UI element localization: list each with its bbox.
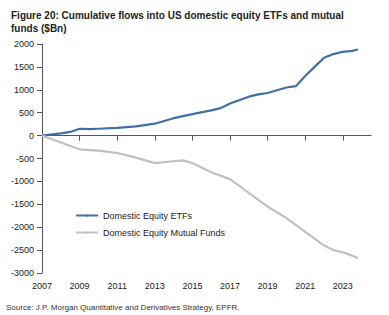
svg-text:Source: J.P. Morgan Quantitati: Source: J.P. Morgan Quantitative and Der… — [6, 303, 240, 312]
svg-text:Figure 20: Cumulative flows in: Figure 20: Cumulative flows into US dome… — [11, 10, 347, 21]
svg-text:2000: 2000 — [14, 39, 34, 49]
svg-text:2017: 2017 — [220, 281, 240, 291]
svg-text:1500: 1500 — [14, 62, 34, 72]
svg-text:1000: 1000 — [14, 85, 34, 95]
svg-text:2023: 2023 — [333, 281, 353, 291]
svg-text:funds ($Bn): funds ($Bn) — [11, 23, 67, 34]
svg-text:-2000: -2000 — [11, 222, 34, 232]
svg-text:2007: 2007 — [32, 281, 52, 291]
svg-text:-3000: -3000 — [11, 268, 34, 278]
svg-text:2009: 2009 — [70, 281, 90, 291]
svg-text:0: 0 — [29, 131, 34, 141]
svg-text:2013: 2013 — [145, 281, 165, 291]
svg-text:-1000: -1000 — [11, 176, 34, 186]
svg-text:2011: 2011 — [108, 281, 127, 291]
svg-text:500: 500 — [19, 108, 34, 118]
svg-text:-2500: -2500 — [11, 245, 34, 255]
svg-text:Domestic Equity ETFs: Domestic Equity ETFs — [103, 211, 193, 221]
svg-text:-500: -500 — [16, 154, 34, 164]
svg-text:2015: 2015 — [182, 281, 202, 291]
svg-text:2021: 2021 — [295, 281, 315, 291]
svg-text:2019: 2019 — [258, 281, 278, 291]
svg-text:-1500: -1500 — [11, 199, 34, 209]
svg-text:Domestic Equity Mutual Funds: Domestic Equity Mutual Funds — [103, 228, 226, 238]
